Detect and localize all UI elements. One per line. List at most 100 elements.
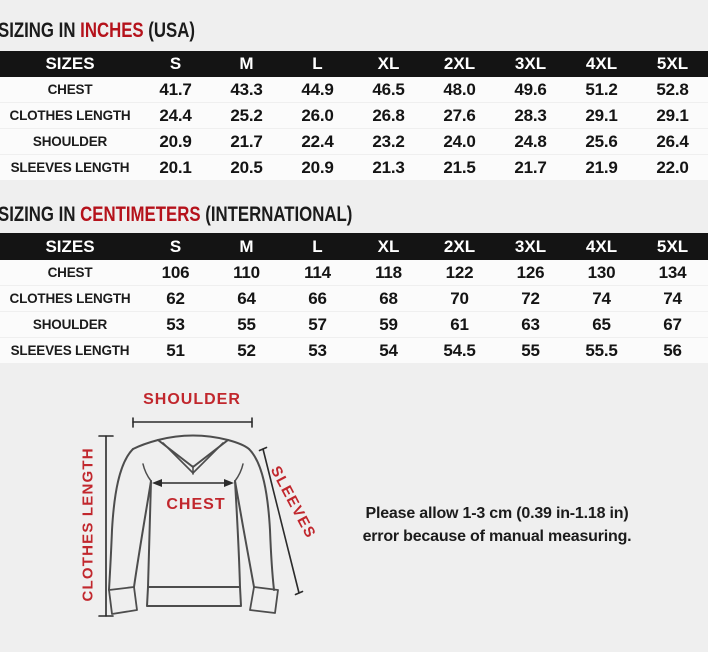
size-column-header: 4XL <box>566 233 637 260</box>
chest-measure-arrow <box>152 479 234 487</box>
size-column-header: M <box>211 233 282 260</box>
size-value-cell: 41.7 <box>140 77 211 103</box>
size-value-cell: 22.0 <box>637 154 708 180</box>
measurement-row-label: CLOTHES LENGTH <box>0 102 140 129</box>
size-value-cell: 43.3 <box>211 77 282 103</box>
note-line-2: error because of manual measuring. <box>362 528 632 545</box>
measurement-row: CLOTHES LENGTH 24.4 25.2 26.0 26.8 27.6 28.3 29… <box>0 102 708 129</box>
size-value-cell: 21.7 <box>495 154 566 180</box>
shoulder-diagram-label: SHOULDER <box>143 391 241 408</box>
size-value-cell: 26.0 <box>282 102 353 129</box>
size-value-cell: 54 <box>353 337 424 363</box>
measurement-row: SLEEVES LENGTH 51 52 53 54 54.5 55 55.5 56 <box>0 337 708 363</box>
size-column-header: 2XL <box>424 233 495 260</box>
size-value-cell: 52 <box>211 337 282 363</box>
size-value-cell: 130 <box>566 260 637 286</box>
size-value-cell: 46.5 <box>353 77 424 103</box>
size-value-cell: 20.9 <box>140 128 211 155</box>
measurement-row: SHOULDER 20.9 21.7 22.4 23.2 24.0 24.8 25.6 26.4 <box>0 128 708 155</box>
size-value-cell: 74 <box>637 285 708 312</box>
size-value-cell: 22.4 <box>282 128 353 155</box>
size-value-cell: 62 <box>140 285 211 312</box>
title-highlight: INCHES <box>80 19 144 42</box>
size-value-cell: 51.2 <box>566 77 637 103</box>
measurement-row-label: SHOULDER <box>0 128 140 155</box>
measurement-row: CLOTHES LENGTH 62 64 66 68 70 72 74 74 <box>0 285 708 312</box>
size-value-cell: 68 <box>353 285 424 312</box>
note-line-1: Please allow 1-3 cm (0.39 in-1.18 in) <box>365 505 629 522</box>
size-value-cell: 106 <box>140 260 211 286</box>
size-value-cell: 114 <box>282 260 353 286</box>
measuring-error-note: Please allow 1-3 cm (0.39 in-1.18 in) er… <box>356 502 638 548</box>
size-value-cell: 53 <box>140 311 211 338</box>
measurement-row: SHOULDER 53 55 57 59 61 63 65 67 <box>0 311 708 338</box>
size-column-header: 3XL <box>495 51 566 77</box>
measurement-row: CHEST 106 110 114 118 122 126 130 134 <box>0 260 708 286</box>
size-value-cell: 118 <box>353 260 424 286</box>
size-column-header: XL <box>353 233 424 260</box>
shoulder-measure-line <box>132 417 253 428</box>
size-value-cell: 126 <box>495 260 566 286</box>
sizes-header-cell: SIZES <box>0 233 140 260</box>
measurement-row-label: SHOULDER <box>0 311 140 338</box>
size-value-cell: 23.2 <box>353 128 424 155</box>
size-value-cell: 29.1 <box>637 102 708 129</box>
size-value-cell: 21.7 <box>211 128 282 155</box>
size-column-header: 3XL <box>495 233 566 260</box>
inches-size-table: SIZES S M L XL 2XL 3XL 4XL 5XL CHEST 41.7 43.3 44.9 4… <box>0 51 708 180</box>
title-text: (USA) <box>143 19 195 42</box>
size-value-cell: 61 <box>424 311 495 338</box>
measurement-row: SLEEVES LENGTH 20.1 20.5 20.9 21.3 21.5 21.7 21… <box>0 154 708 180</box>
title-text: SIZING IN <box>0 19 81 42</box>
size-value-cell: 20.5 <box>211 154 282 180</box>
size-value-cell: 57 <box>282 311 353 338</box>
size-value-cell: 20.9 <box>282 154 353 180</box>
size-value-cell: 70 <box>424 285 495 312</box>
size-value-cell: 21.3 <box>353 154 424 180</box>
measurement-row-label: CHEST <box>0 260 140 286</box>
title-text: (INTERNATIONAL) <box>200 203 353 226</box>
clothes-length-diagram-label: CLOTHES LENGTH <box>79 447 97 602</box>
size-value-cell: 54.5 <box>424 337 495 363</box>
measurement-row: CHEST 41.7 43.3 44.9 46.5 48.0 49.6 51.2 52.8 <box>0 77 708 103</box>
size-value-cell: 24.0 <box>424 128 495 155</box>
size-value-cell: 67 <box>637 311 708 338</box>
size-value-cell: 28.3 <box>495 102 566 129</box>
centimeters-section-title: SIZING IN CENTIMETERS (INTERNATIONAL) <box>0 203 352 227</box>
sleeves-diagram-label: SLEEVES <box>266 463 320 542</box>
size-value-cell: 51 <box>140 337 211 363</box>
centimeters-size-table: SIZES S M L XL 2XL 3XL 4XL 5XL CHEST 106 110 114 118 1… <box>0 233 708 363</box>
size-value-cell: 66 <box>282 285 353 312</box>
size-value-cell: 122 <box>424 260 495 286</box>
size-value-cell: 24.4 <box>140 102 211 129</box>
size-column-header: S <box>140 51 211 77</box>
size-value-cell: 48.0 <box>424 77 495 103</box>
size-value-cell: 27.6 <box>424 102 495 129</box>
title-text: SIZING IN <box>0 203 81 226</box>
measurement-row-label: CHEST <box>0 77 140 103</box>
sizes-header-cell: SIZES <box>0 51 140 77</box>
measurement-row-label: CLOTHES LENGTH <box>0 285 140 312</box>
measurement-row-label: SLEEVES LENGTH <box>0 154 140 180</box>
size-value-cell: 44.9 <box>282 77 353 103</box>
chest-diagram-label: CHEST <box>166 496 226 513</box>
size-value-cell: 52.8 <box>637 77 708 103</box>
size-column-header: 5XL <box>637 233 708 260</box>
size-value-cell: 110 <box>211 260 282 286</box>
size-column-header: XL <box>353 51 424 77</box>
size-value-cell: 55 <box>495 337 566 363</box>
size-value-cell: 65 <box>566 311 637 338</box>
size-column-header: L <box>282 51 353 77</box>
size-value-cell: 63 <box>495 311 566 338</box>
size-value-cell: 55 <box>211 311 282 338</box>
size-value-cell: 21.9 <box>566 154 637 180</box>
size-value-cell: 26.8 <box>353 102 424 129</box>
size-value-cell: 55.5 <box>566 337 637 363</box>
clothes-length-measure-line <box>98 435 114 617</box>
measurement-row-label: SLEEVES LENGTH <box>0 337 140 363</box>
size-value-cell: 25.6 <box>566 128 637 155</box>
size-value-cell: 24.8 <box>495 128 566 155</box>
size-value-cell: 64 <box>211 285 282 312</box>
size-value-cell: 134 <box>637 260 708 286</box>
